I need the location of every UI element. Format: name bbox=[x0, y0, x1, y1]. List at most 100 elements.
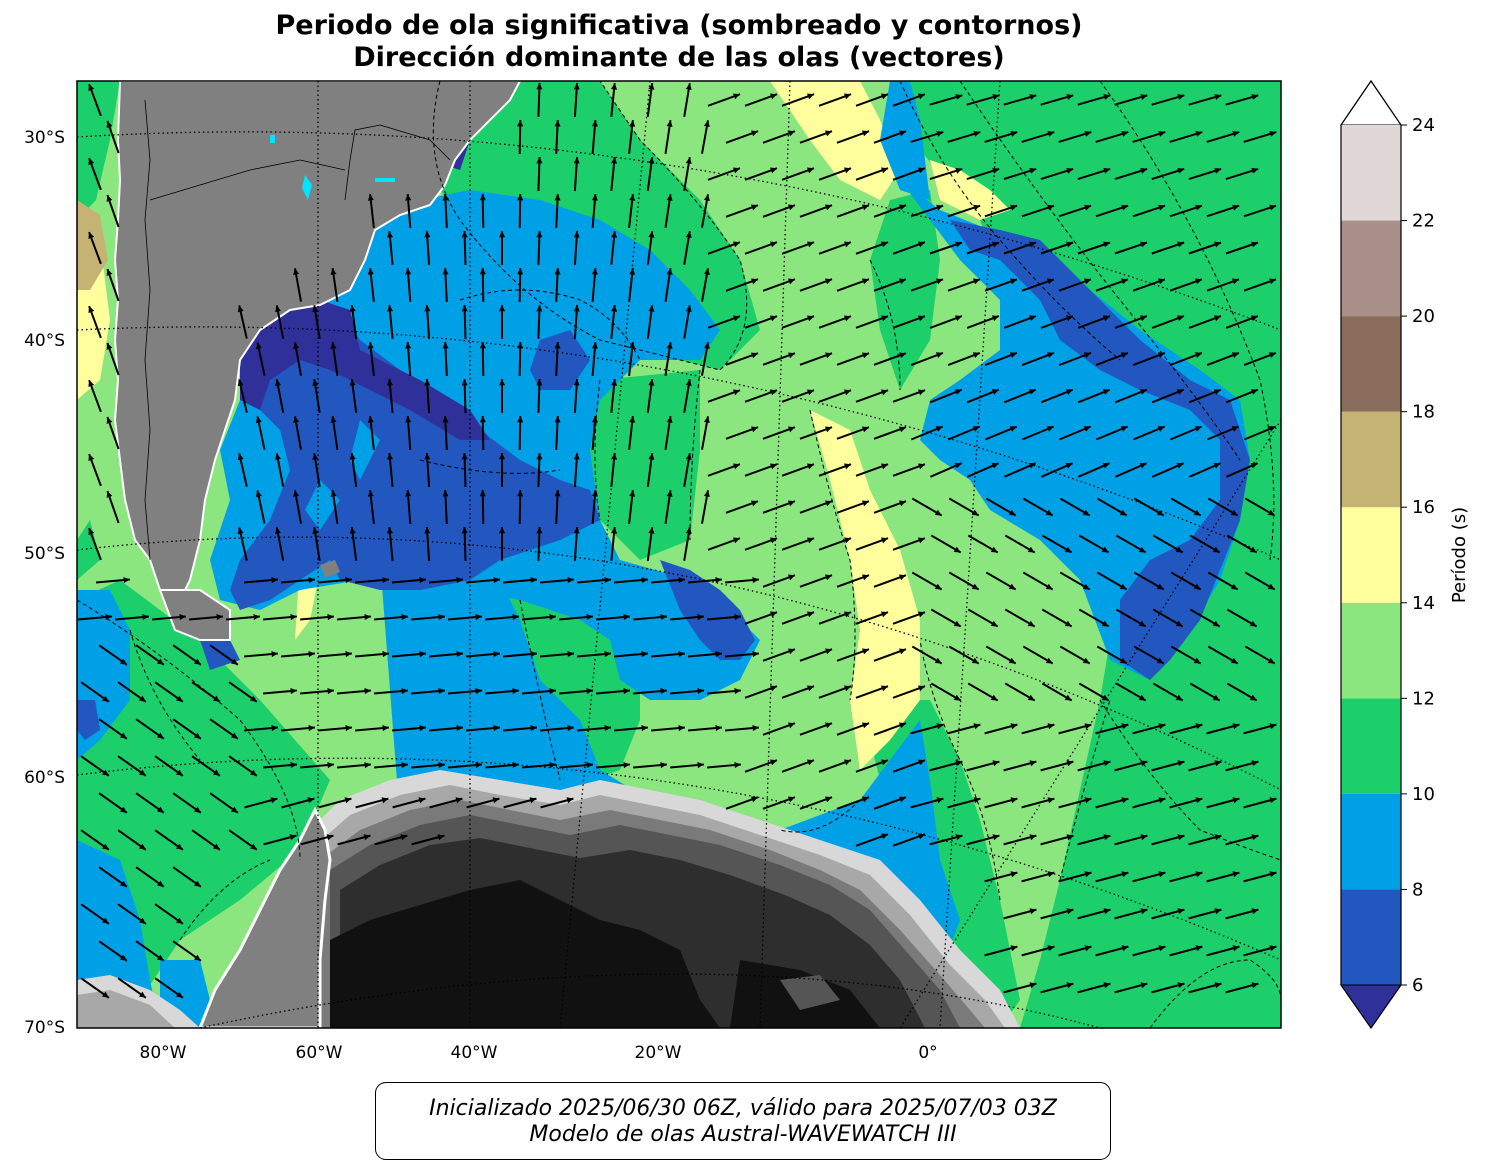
wave-vector-head bbox=[120, 880, 127, 887]
wave-vector-head bbox=[1138, 694, 1146, 701]
wave-vector-head bbox=[586, 762, 593, 769]
wave-vector-head bbox=[237, 527, 244, 535]
wave-vector-head bbox=[479, 342, 486, 349]
footer-info-box: Inicializado 2025/06/30 06Z, válido para… bbox=[375, 1082, 1111, 1160]
wave-vector-head bbox=[1101, 694, 1109, 701]
wave-vector-head bbox=[862, 500, 869, 507]
wave-vector-head bbox=[1010, 131, 1018, 137]
wave-vector-head bbox=[401, 762, 408, 769]
wave-vector-head bbox=[1120, 352, 1128, 358]
wave-vector-head bbox=[312, 305, 319, 312]
wave-vector-head bbox=[271, 651, 278, 658]
wave-vector-head bbox=[591, 416, 598, 423]
wave-vector-head bbox=[364, 614, 371, 621]
wave-vector-head bbox=[953, 694, 961, 701]
wave-vector-head bbox=[536, 157, 543, 164]
wave-vector-head bbox=[499, 305, 506, 312]
wave-vector-head bbox=[1138, 546, 1146, 553]
wave-vector-head bbox=[1119, 657, 1127, 664]
wave-vector-head bbox=[844, 537, 851, 544]
wave-vector-head bbox=[1008, 657, 1016, 664]
wave-vector-head bbox=[1084, 871, 1092, 878]
wave-vector-head bbox=[367, 342, 374, 349]
wave-vector-head bbox=[844, 759, 851, 766]
colorbar-tick-label: 18 bbox=[1412, 402, 1435, 423]
wave-vector-head bbox=[405, 194, 412, 201]
wave-vector-head bbox=[1269, 278, 1276, 285]
wave-vector-head bbox=[862, 278, 869, 285]
wave-vector-head bbox=[345, 651, 352, 658]
wave-vector-head bbox=[424, 453, 431, 460]
wave-vector-head bbox=[752, 651, 759, 658]
wave-vector-head bbox=[275, 453, 281, 461]
wave-vector-head bbox=[604, 651, 611, 658]
wave-vector-head bbox=[1084, 945, 1092, 952]
wave-vector-head bbox=[611, 379, 618, 386]
wave-vector-head bbox=[1269, 871, 1277, 878]
wave-vector-head bbox=[517, 342, 524, 349]
wave-vector-head bbox=[734, 688, 741, 695]
wave-vector-head bbox=[1232, 871, 1240, 878]
wave-vector-head bbox=[1121, 131, 1129, 137]
wave-vector-head bbox=[770, 463, 777, 470]
wave-vector-head bbox=[437, 834, 445, 841]
wave-vector-head bbox=[293, 416, 300, 423]
wave-vector-head bbox=[1047, 278, 1054, 285]
map-frame bbox=[76, 80, 1282, 1029]
wave-vector-head bbox=[666, 490, 673, 497]
wave-vector-head bbox=[1177, 167, 1185, 174]
wave-vector-head bbox=[1214, 908, 1222, 915]
wave-vector-head bbox=[1029, 241, 1037, 248]
wave-vector-head bbox=[1194, 352, 1202, 358]
wave-vector-head bbox=[105, 614, 112, 621]
wave-vector-head bbox=[1269, 204, 1277, 211]
wave-vector-head bbox=[1064, 620, 1072, 627]
wave-vector-head bbox=[1119, 583, 1127, 590]
wave-vector-head bbox=[955, 241, 963, 248]
wave-vector-head bbox=[604, 577, 611, 584]
wave-vector-head bbox=[611, 231, 618, 238]
wave-vector-head bbox=[1214, 834, 1222, 841]
wave-vector-head bbox=[751, 278, 758, 285]
wave-vector-head bbox=[685, 157, 692, 164]
wave-vector-head bbox=[955, 834, 963, 841]
wave-vector-head bbox=[1214, 315, 1221, 322]
wave-vector-head bbox=[844, 389, 851, 396]
wave-vector-head bbox=[629, 120, 636, 127]
wave-vector-head bbox=[456, 577, 463, 584]
wave-vector-head bbox=[1029, 908, 1037, 915]
wave-vector-head bbox=[442, 490, 449, 497]
wave-vector-head bbox=[382, 651, 389, 658]
wave-vector-head bbox=[106, 121, 113, 128]
wave-vector-head bbox=[1103, 167, 1111, 174]
wave-vector-head bbox=[591, 268, 598, 275]
wave-vector-head bbox=[1268, 426, 1276, 432]
wave-vector-head bbox=[567, 651, 574, 658]
wave-vector-head bbox=[106, 195, 113, 202]
wave-vector-head bbox=[973, 278, 980, 285]
wave-vector-head bbox=[293, 490, 300, 497]
wave-vector-head bbox=[972, 352, 980, 358]
wave-vector-head bbox=[157, 658, 164, 665]
wave-vector-head bbox=[176, 695, 183, 702]
wave-vector-head bbox=[990, 694, 998, 701]
wave-vector-head bbox=[442, 416, 449, 423]
wave-vector-head bbox=[1212, 620, 1220, 627]
wave-vector-head bbox=[312, 453, 319, 460]
wave-vector-head bbox=[825, 722, 832, 729]
wave-vector-head bbox=[1177, 760, 1185, 767]
wave-vector-head bbox=[499, 379, 506, 386]
wave-vector-head bbox=[685, 379, 692, 386]
wave-vector-head bbox=[213, 695, 220, 702]
wave-vector-head bbox=[703, 416, 710, 423]
wave-vector-head bbox=[844, 93, 851, 100]
wave-vector-head bbox=[955, 94, 963, 100]
wave-vector-head bbox=[770, 537, 777, 544]
wave-vector-head bbox=[308, 725, 315, 732]
wave-vector-head bbox=[934, 509, 942, 516]
wave-vector-head bbox=[231, 732, 238, 739]
wave-vector-head bbox=[953, 546, 961, 553]
wave-vector-head bbox=[120, 732, 127, 739]
wave-vector-head bbox=[935, 426, 943, 432]
wave-vector-head bbox=[493, 577, 500, 584]
